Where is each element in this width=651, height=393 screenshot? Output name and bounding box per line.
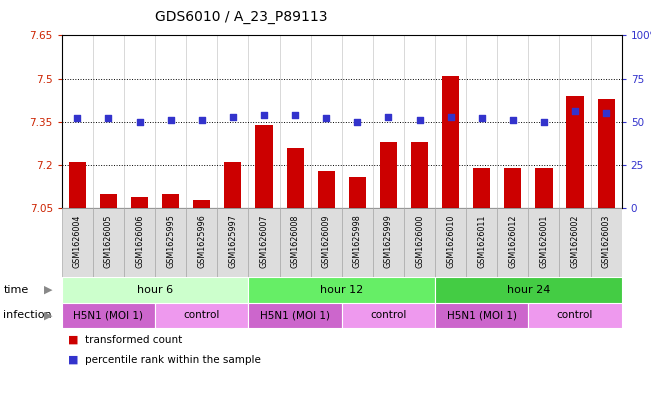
Bar (318, 171, 335, 208)
Text: hour 12: hour 12 (320, 285, 363, 295)
Point (383, 114, 394, 120)
Point (601, 110, 611, 116)
Text: ■: ■ (68, 335, 79, 345)
Bar (342, 208, 373, 277)
Bar (93, 208, 124, 277)
Bar (249, 277, 435, 303)
Bar (155, 303, 249, 328)
Bar (529, 303, 622, 328)
Text: GSM1625996: GSM1625996 (197, 215, 206, 268)
Point (104, 115, 114, 121)
Text: transformed count: transformed count (85, 335, 182, 345)
Bar (155, 208, 186, 277)
Point (477, 115, 487, 121)
Bar (566, 96, 583, 208)
Text: hour 6: hour 6 (137, 285, 173, 295)
Text: GSM1626010: GSM1626010 (446, 215, 455, 268)
Bar (311, 208, 342, 277)
Text: GSM1625997: GSM1625997 (229, 214, 238, 268)
Bar (286, 148, 303, 208)
Text: GSM1626003: GSM1626003 (602, 215, 611, 268)
Text: GSM1626008: GSM1626008 (290, 215, 299, 268)
Text: GSM1626004: GSM1626004 (73, 215, 82, 268)
Bar (411, 142, 428, 208)
Bar (100, 194, 117, 208)
Text: infection: infection (3, 310, 52, 320)
Bar (225, 162, 242, 208)
Point (290, 112, 300, 118)
Point (134, 119, 145, 125)
Bar (124, 208, 155, 277)
Point (570, 108, 580, 115)
Text: ▶: ▶ (44, 310, 53, 320)
Bar (62, 303, 155, 328)
Bar (435, 277, 622, 303)
Point (165, 117, 176, 123)
Text: control: control (557, 310, 593, 320)
Text: GSM1626011: GSM1626011 (477, 215, 486, 268)
Bar (380, 142, 397, 208)
Bar (342, 303, 435, 328)
Text: GDS6010 / A_23_P89113: GDS6010 / A_23_P89113 (155, 10, 327, 24)
Bar (435, 303, 529, 328)
Bar (590, 208, 622, 277)
Text: hour 24: hour 24 (506, 285, 550, 295)
Bar (466, 208, 497, 277)
Bar (598, 99, 615, 208)
Text: GSM1626012: GSM1626012 (508, 215, 518, 268)
Bar (529, 208, 559, 277)
Bar (255, 125, 273, 208)
Bar (69, 162, 86, 208)
Text: GSM1625998: GSM1625998 (353, 215, 362, 268)
Point (352, 119, 363, 125)
Point (321, 115, 331, 121)
Bar (505, 168, 521, 208)
Bar (249, 303, 342, 328)
Point (197, 117, 207, 123)
Point (259, 112, 270, 118)
Text: GSM1625995: GSM1625995 (166, 214, 175, 268)
Point (228, 114, 238, 120)
Point (539, 119, 549, 125)
Bar (373, 208, 404, 277)
Point (414, 117, 424, 123)
Text: H5N1 (MOI 1): H5N1 (MOI 1) (260, 310, 330, 320)
Text: control: control (184, 310, 220, 320)
Text: GSM1626002: GSM1626002 (570, 215, 579, 268)
Text: control: control (370, 310, 407, 320)
Text: GSM1626001: GSM1626001 (540, 215, 548, 268)
Point (445, 114, 456, 120)
Text: ▶: ▶ (44, 285, 53, 295)
Point (72, 115, 83, 121)
Text: GSM1626007: GSM1626007 (260, 215, 268, 268)
Point (508, 117, 518, 123)
Bar (473, 168, 490, 208)
Bar (559, 208, 590, 277)
Text: H5N1 (MOI 1): H5N1 (MOI 1) (447, 310, 517, 320)
Text: GSM1626009: GSM1626009 (322, 215, 331, 268)
Bar (217, 208, 249, 277)
Bar (249, 208, 279, 277)
Bar (186, 208, 217, 277)
Text: percentile rank within the sample: percentile rank within the sample (85, 354, 260, 365)
Text: GSM1626005: GSM1626005 (104, 215, 113, 268)
Text: ■: ■ (68, 354, 79, 365)
Text: time: time (3, 285, 29, 295)
Text: GSM1626000: GSM1626000 (415, 215, 424, 268)
Text: H5N1 (MOI 1): H5N1 (MOI 1) (74, 310, 143, 320)
Bar (193, 200, 210, 208)
Bar (435, 208, 466, 277)
Bar (131, 197, 148, 208)
Bar (497, 208, 529, 277)
Text: GSM1625999: GSM1625999 (384, 214, 393, 268)
Bar (404, 208, 435, 277)
Bar (442, 76, 459, 208)
Bar (535, 168, 553, 208)
Bar (349, 176, 366, 208)
Bar (62, 277, 249, 303)
Bar (62, 208, 93, 277)
Bar (279, 208, 311, 277)
Bar (162, 194, 179, 208)
Text: GSM1626006: GSM1626006 (135, 215, 144, 268)
